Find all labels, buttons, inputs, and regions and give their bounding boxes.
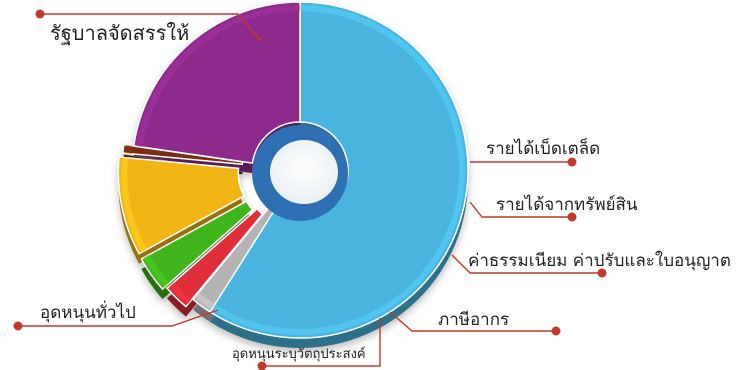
slice-highlight-3 <box>143 254 170 288</box>
slice-highlight-6 <box>136 5 301 148</box>
slice-label-5: อุดหนุนระบุวัตถุประสงค์ <box>232 346 366 362</box>
slice-highlight-5 <box>125 145 133 154</box>
callout-line-3 <box>451 254 602 274</box>
donut-hole-center <box>270 140 338 204</box>
slices-layer <box>117 1 469 348</box>
callout-line-0 <box>40 13 263 43</box>
callout-line-6 <box>18 309 219 327</box>
slice-label-3: ค่าธรรมเนียม ค่าปรับและใบอนุญาต <box>468 250 731 271</box>
callout-dot-4 <box>551 326 561 336</box>
slice-highlight-4 <box>121 157 147 253</box>
slice-highlight-0 <box>211 5 465 335</box>
callout-layer: รัฐบาลจัดสรรให้รายได้เบ็ดเตล็ดรายได้จากท… <box>13 9 731 370</box>
callout-dot-1 <box>567 157 577 167</box>
slice-label-1: รายได้เบ็ดเตล็ด <box>486 137 600 159</box>
slice-label-0: รัฐบาลจัดสรรให้ <box>50 21 189 45</box>
slice-3 <box>140 200 254 291</box>
callout-dot-5 <box>257 361 267 370</box>
slice-6 <box>132 1 301 164</box>
slice-label-2: รายได้จากทรัพย์สิน <box>496 194 638 215</box>
slice-label-6: อุดหนุนทั่วไป <box>40 300 136 323</box>
callout-dot-0 <box>35 9 45 19</box>
callout-dot-3 <box>597 268 607 278</box>
callout-line-5 <box>262 318 381 367</box>
slice-label-4: ภาษีอากร <box>438 310 509 330</box>
slice-2 <box>165 207 264 308</box>
callout-line-4 <box>389 311 556 332</box>
slice-highlight-1 <box>194 292 215 310</box>
callout-line-2 <box>469 201 572 218</box>
slice-highlight-2 <box>169 282 192 305</box>
slice-4 <box>117 156 246 255</box>
donut-hole <box>252 125 348 221</box>
callout-dot-2 <box>567 212 577 222</box>
callout-dot-6 <box>13 321 23 331</box>
